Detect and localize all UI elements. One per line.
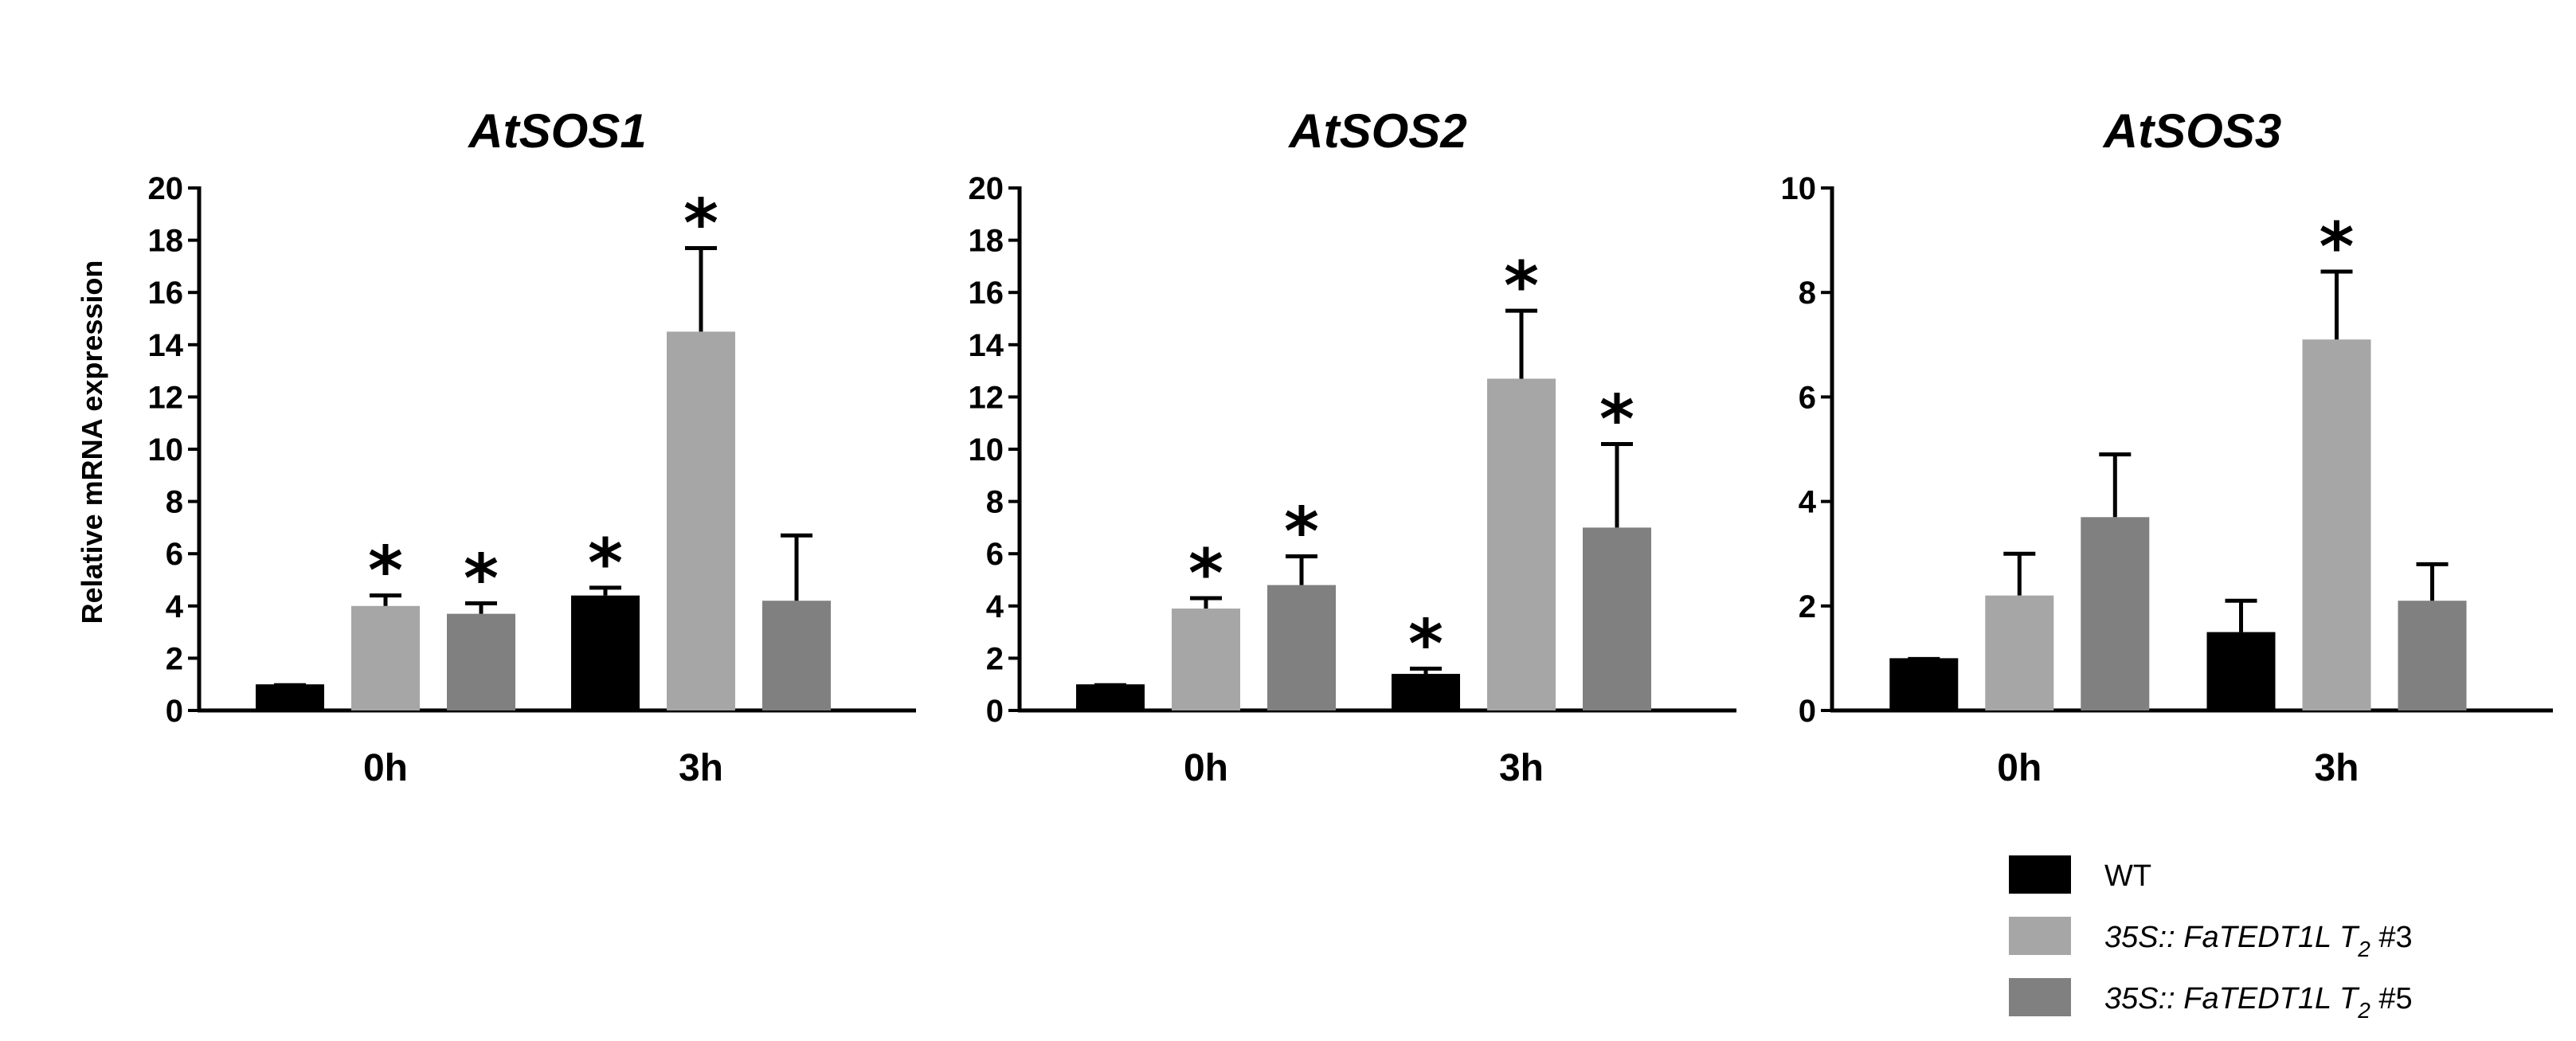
- y-tick-label: 4: [1799, 485, 1817, 520]
- y-tick-label: 16: [148, 276, 184, 311]
- y-tick-label: 8: [166, 485, 183, 520]
- category-label: 3h: [1499, 747, 1544, 789]
- legend-swatch: [2009, 855, 2071, 894]
- bar: [256, 684, 324, 710]
- significance-marker: *: [464, 540, 499, 618]
- significance-marker: *: [1504, 247, 1539, 325]
- legend-swatch: [2009, 917, 2071, 955]
- panel-title: AtSOS2: [1287, 104, 1466, 158]
- y-tick-label: 2: [166, 641, 183, 676]
- category-label: 3h: [679, 747, 723, 789]
- significance-marker: *: [683, 184, 718, 262]
- y-tick-label: 10: [1781, 171, 1817, 206]
- bar: [762, 601, 831, 710]
- significance-marker: *: [1599, 380, 1634, 458]
- significance-marker: *: [1408, 605, 1443, 683]
- y-tick-label: 18: [969, 224, 1004, 259]
- y-tick-label: 0: [1799, 694, 1816, 729]
- bar: [2302, 339, 2371, 710]
- bar: [1076, 684, 1145, 710]
- legend-swatch: [2009, 978, 2071, 1016]
- y-tick-label: 14: [148, 328, 184, 363]
- legend-label: WT: [2104, 859, 2151, 893]
- category-label: 0h: [1997, 747, 2042, 789]
- panel-title: AtSOS1: [467, 104, 646, 158]
- y-tick-label: 10: [969, 432, 1004, 468]
- legend-label: 35S:: FaTEDT1L T2 #5: [2104, 982, 2413, 1023]
- bar: [1889, 658, 1959, 710]
- y-tick-label: 4: [166, 589, 184, 624]
- y-tick-label: 14: [969, 328, 1004, 363]
- y-tick-label: 8: [986, 485, 1004, 520]
- y-tick-label: 0: [986, 694, 1004, 729]
- y-tick-label: 6: [166, 537, 183, 572]
- bar: [2398, 601, 2467, 710]
- legend-item: 35S:: FaTEDT1L T2 #3: [2009, 917, 2413, 961]
- bar: [1172, 609, 1240, 710]
- bar: [1267, 585, 1336, 710]
- significance-marker: *: [2320, 208, 2355, 286]
- y-tick-label: 18: [148, 224, 184, 259]
- significance-marker: *: [588, 524, 623, 602]
- y-tick-label: 6: [986, 537, 1004, 572]
- panel-2: AtSOS2 0 2 4 6 8 10 12 14 16 18 20 0h * * 3h * * *: [969, 104, 1736, 789]
- significance-marker: *: [368, 532, 403, 610]
- y-tick-label: 12: [148, 380, 184, 415]
- panel-title: AtSOS3: [2102, 104, 2281, 158]
- legend-label: 35S:: FaTEDT1L T2 #3: [2104, 921, 2413, 961]
- y-tick-label: 10: [148, 432, 184, 468]
- bar: [2206, 632, 2276, 710]
- bar: [571, 595, 640, 710]
- bar: [1487, 378, 1556, 710]
- y-axis-label: Relative mRNA expression: [76, 260, 108, 624]
- legend-label-subscript: 2: [2357, 937, 2370, 961]
- significance-marker: *: [1284, 492, 1319, 570]
- bar: [351, 605, 420, 710]
- legend-label-main: 35S:: FaTEDT1L T: [2104, 982, 2360, 1016]
- y-tick-label: 8: [1799, 276, 1816, 311]
- y-tick-label: 0: [166, 694, 183, 729]
- legend-item: 35S:: FaTEDT1L T2 #5: [2009, 978, 2413, 1023]
- legend-label-tail: #5: [2370, 982, 2413, 1016]
- y-tick-label: 2: [1799, 589, 1816, 624]
- panel-1: AtSOS1 0 2 4 6 8 10 12 14 16 18 20 0h * * 3h * *: [148, 104, 916, 789]
- significance-marker: *: [1188, 534, 1223, 612]
- bar: [1392, 674, 1460, 710]
- y-tick-label: 4: [986, 589, 1004, 624]
- bar: [1985, 595, 2054, 710]
- bar: [1583, 527, 1651, 710]
- legend-label-main: 35S:: FaTEDT1L T: [2104, 921, 2360, 954]
- y-tick-label: 6: [1799, 380, 1816, 415]
- y-tick-label: 20: [969, 171, 1004, 206]
- legend-label-tail: #3: [2370, 921, 2413, 954]
- legend-item: WT: [2009, 855, 2151, 894]
- category-label: 0h: [1184, 747, 1228, 789]
- category-label: 0h: [363, 747, 408, 789]
- y-tick-label: 16: [969, 276, 1004, 311]
- bar: [447, 613, 515, 710]
- y-tick-label: 12: [969, 380, 1004, 415]
- legend-label-subscript: 2: [2357, 998, 2370, 1023]
- category-label: 3h: [2314, 747, 2359, 789]
- y-tick-label: 20: [148, 171, 184, 206]
- bar: [2081, 517, 2150, 710]
- bar: [667, 331, 735, 710]
- y-tick-label: 2: [986, 641, 1004, 676]
- panel-3: AtSOS3 0 2 4 6 8 10 0h 3h *: [1781, 104, 2553, 789]
